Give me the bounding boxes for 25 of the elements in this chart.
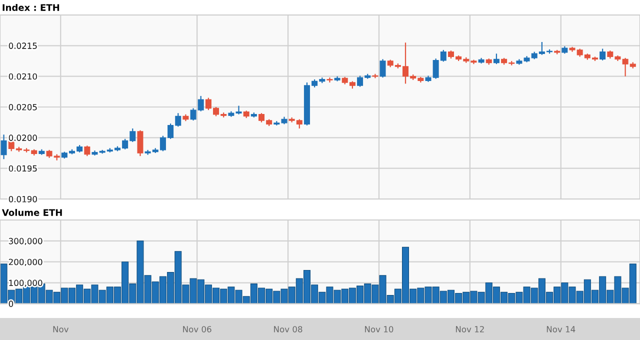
y-tick-label: 0.0195	[8, 165, 37, 172]
candlestick	[493, 53, 500, 65]
chart-title: Index : ETH	[2, 4, 60, 11]
candlestick	[600, 48, 606, 61]
x-tick-label: Nov 12	[456, 326, 484, 332]
candlestick	[380, 58, 386, 78]
y-tick-label: 200,000	[8, 258, 42, 266]
chart-title: Volume ETH	[2, 208, 62, 216]
candlestick	[84, 145, 90, 157]
candlestick	[326, 77, 333, 84]
candlestick	[0, 134, 7, 160]
candlestick	[137, 130, 144, 157]
y-tick-label: 0.0200	[8, 134, 37, 141]
x-tick-label: Nov 08	[274, 326, 302, 332]
y-tick-label: 0.0210	[8, 73, 37, 80]
y-tick-label: 0.0215	[8, 42, 37, 49]
candlestick	[236, 105, 242, 115]
y-tick-label: 0.0205	[8, 104, 37, 110]
y-tick-label: 100,000	[9, 280, 42, 287]
x-tick-label: Nov 14	[546, 326, 576, 332]
y-tick-label: 0.0190	[8, 196, 37, 202]
x-tick-label: Nov 06	[183, 326, 212, 332]
y-tick-label: 300,000	[8, 238, 42, 246]
x-tick-label: Nov	[53, 326, 69, 332]
x-tick-label: Nov 10	[365, 326, 394, 332]
